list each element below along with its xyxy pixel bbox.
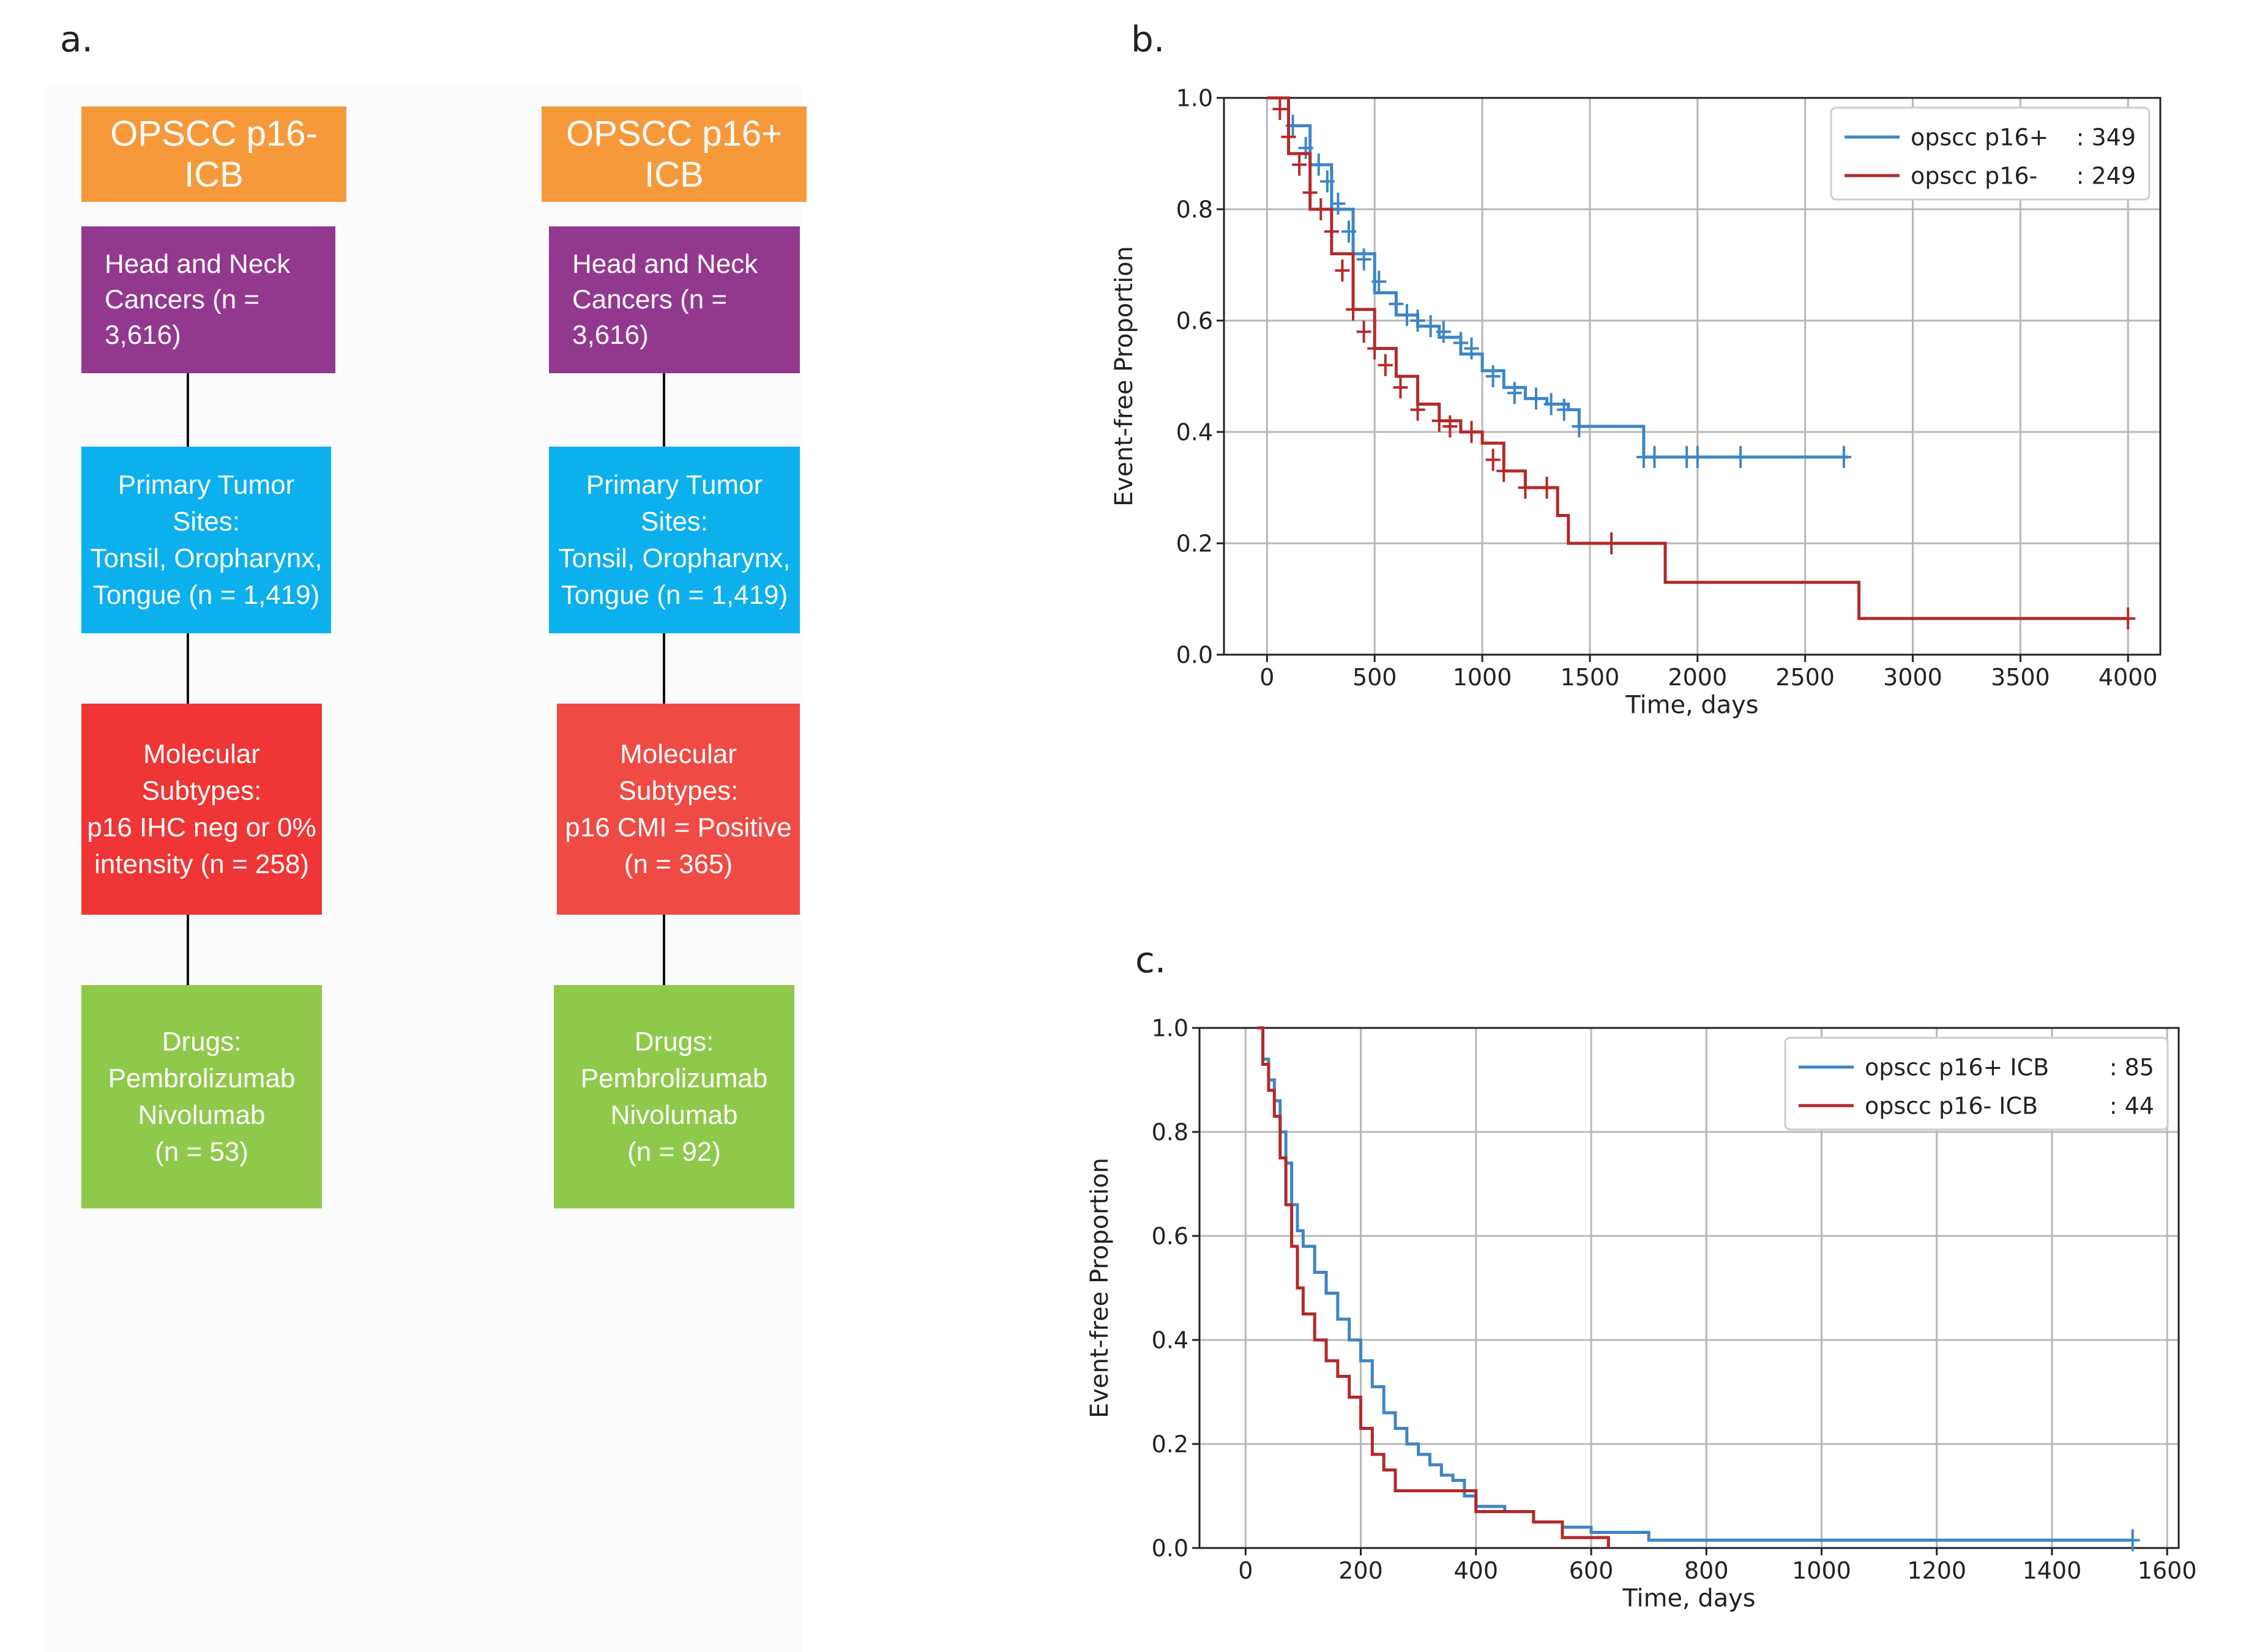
y-tick-label: 0.6: [1176, 307, 1213, 334]
connector-line: [187, 915, 189, 985]
legend-entry-count: : 85: [2110, 1054, 2154, 1081]
x-tick-label: 1000: [1453, 664, 1512, 691]
legend-entry-label: opscc p16+: [1911, 124, 2048, 151]
step-primary-tumor-sites: Primary Tumor Sites: Tonsil, Oropharynx,…: [549, 447, 800, 633]
step-primary-tumor-sites: Primary Tumor Sites: Tonsil, Oropharynx,…: [81, 447, 331, 633]
x-tick-label: 1000: [1792, 1557, 1851, 1584]
x-axis-label: Time, days: [1625, 691, 1758, 720]
connector-line: [187, 373, 189, 447]
connector-line: [663, 915, 665, 985]
panel-a-label: a.: [60, 18, 93, 60]
y-axis-label: Event-free Proportion: [1089, 1158, 1114, 1418]
x-tick-label: 1600: [2138, 1557, 2197, 1584]
panel-c-label: c.: [1135, 939, 1166, 981]
x-tick-label: 800: [1684, 1557, 1729, 1584]
x-tick-label: 600: [1569, 1557, 1614, 1584]
y-tick-label: 0.0: [1152, 1535, 1188, 1561]
y-axis-label: Event-free Proportion: [1114, 246, 1138, 507]
legend-entry-count: : 44: [2110, 1092, 2154, 1119]
header-p16-neg-icb: OPSCC p16- ICB: [81, 106, 346, 202]
step-drugs: Drugs: Pembrolizumab Nivolumab (n = 92): [554, 985, 794, 1208]
connector-line: [663, 373, 665, 447]
x-tick-label: 3000: [1883, 664, 1942, 691]
y-tick-label: 0.4: [1176, 419, 1213, 445]
legend-entry-count: : 349: [2076, 124, 2136, 151]
x-tick-label: 0: [1238, 1557, 1253, 1584]
km-curve-opscc-p16-icb: [1257, 1026, 2133, 1542]
x-tick-label: 0: [1259, 664, 1274, 691]
y-tick-label: 0.0: [1176, 641, 1213, 668]
connector-line: [663, 633, 665, 704]
x-tick-label: 4000: [2098, 664, 2158, 691]
step-molecular-subtypes: Molecular Subtypes: p16 CMI = Positive (…: [557, 704, 800, 915]
y-tick-label: 1.0: [1176, 84, 1213, 111]
x-tick-label: 2000: [1668, 664, 1727, 691]
legend-entry-count: : 249: [2076, 162, 2136, 189]
step-head-neck-cancers: Head and Neck Cancers (n = 3,616): [549, 226, 800, 373]
x-tick-label: 500: [1352, 664, 1397, 691]
x-tick-label: 400: [1453, 1557, 1498, 1584]
y-tick-label: 0.6: [1152, 1222, 1188, 1249]
plot-frame: [1198, 1027, 2180, 1549]
step-drugs: Drugs: Pembrolizumab Nivolumab (n = 53): [81, 985, 322, 1208]
y-tick-label: 0.2: [1152, 1431, 1188, 1457]
y-tick-label: 0.8: [1176, 196, 1213, 223]
km-chart-b: 0 500 1000 1500 2000 2500 3000 3500 4000 0.0 0.2 0.…: [1114, 84, 2162, 720]
header-p16-pos-icb: OPSCC p16+ ICB: [542, 106, 807, 202]
y-tick-label: 0.4: [1152, 1326, 1188, 1353]
legend-entry-label: opscc p16- ICB: [1865, 1092, 2038, 1119]
km-chart-c: 0 200 400 600 800 1000 1200 1400 1600 0.0 0.2 0.4 0.…: [1089, 1014, 2197, 1613]
step-head-neck-cancers: Head and Neck Cancers (n = 3,616): [81, 226, 335, 373]
x-tick-label: 200: [1338, 1557, 1383, 1584]
y-tick-label: 0.2: [1176, 530, 1213, 557]
km-curve-opscc-p16-icb: [1257, 1026, 1610, 1548]
legend-box: [1784, 1036, 2169, 1131]
y-tick-label: 1.0: [1152, 1014, 1188, 1041]
legend-entry-label: opscc p16+ ICB: [1865, 1054, 2049, 1081]
connector-line: [187, 633, 189, 704]
x-tick-label: 3500: [1991, 664, 2050, 691]
legend-entry-label: opscc p16-: [1911, 162, 2037, 189]
step-molecular-subtypes: Molecular Subtypes: p16 IHC neg or 0% in…: [81, 704, 322, 915]
x-tick-label: 1400: [2023, 1557, 2082, 1584]
plot-frame: [1223, 97, 2162, 656]
x-tick-label: 2500: [1775, 664, 1835, 691]
x-tick-label: 1200: [1907, 1557, 1966, 1584]
x-axis-label: Time, days: [1622, 1585, 1755, 1613]
y-tick-label: 0.8: [1152, 1118, 1188, 1145]
legend-box: [1830, 106, 2151, 201]
x-tick-label: 1500: [1561, 664, 1620, 691]
panel-b-label: b.: [1131, 18, 1165, 60]
